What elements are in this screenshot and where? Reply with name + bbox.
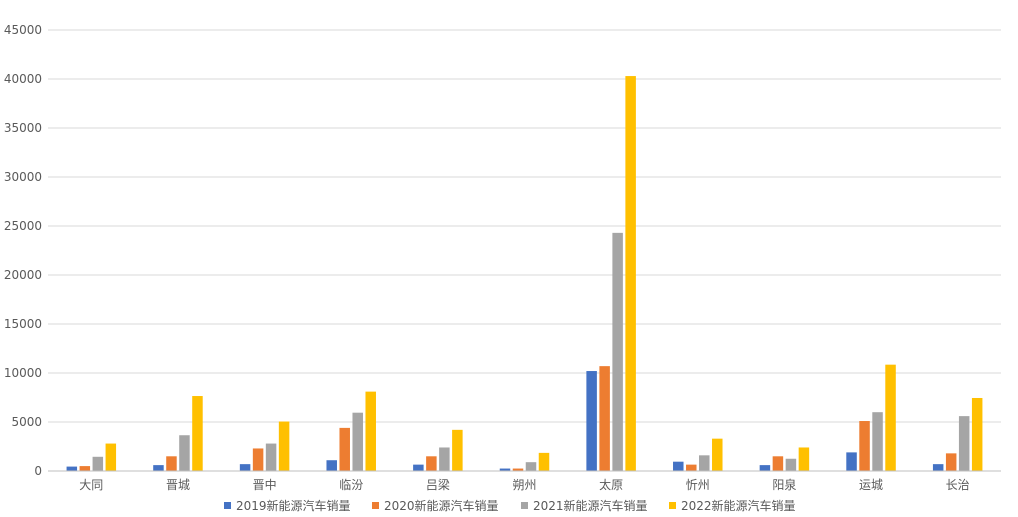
y-tick-label: 40000 <box>4 72 42 86</box>
bar-4-4 <box>365 391 376 471</box>
bar-3-2 <box>179 435 190 471</box>
bar-1-8 <box>673 461 684 471</box>
y-tick-label: 20000 <box>4 268 42 282</box>
x-tick-label: 长治 <box>946 478 970 492</box>
gridlines <box>48 29 1001 423</box>
bar-4-7 <box>625 76 636 471</box>
bar-4-1 <box>105 443 117 471</box>
bar-1-1 <box>66 466 78 471</box>
x-tick-label: 太原 <box>599 477 623 492</box>
x-tick-label: 忻州 <box>686 478 710 492</box>
bar-2-7 <box>599 366 610 471</box>
bar-2-11 <box>945 453 957 471</box>
legend: 2019新能源汽车销量 2020新能源汽车销量 2021新能源汽车销量 2022新能源… <box>224 498 796 513</box>
legend-label: 2019新能源汽车销量 <box>236 498 351 513</box>
bar-3-3 <box>265 443 277 471</box>
bar-2-5 <box>426 456 437 471</box>
x-tick-label: 晋城 <box>166 478 190 492</box>
bar-1-3 <box>239 464 251 471</box>
bar-4-3 <box>278 421 290 471</box>
bar-3-9 <box>785 458 797 471</box>
bar-3-10 <box>872 412 883 471</box>
x-tick-label: 运城 <box>859 478 883 492</box>
bar-3-1 <box>92 456 104 471</box>
bar-2-2 <box>166 456 177 471</box>
legend-swatch <box>372 502 379 509</box>
bars <box>66 76 983 471</box>
legend-label: 2021新能源汽车销量 <box>533 498 648 513</box>
bar-3-5 <box>439 447 450 471</box>
y-tick-label: 45000 <box>4 23 42 37</box>
bar-4-2 <box>192 396 203 471</box>
bar-2-4 <box>339 427 350 471</box>
y-tick-label: 30000 <box>4 170 42 184</box>
bar-3-4 <box>352 412 363 471</box>
bar-1-9 <box>759 465 771 471</box>
legend-swatch <box>521 502 528 509</box>
bar-3-8 <box>699 455 710 471</box>
legend-swatch <box>224 502 231 509</box>
x-tick-label: 大同 <box>79 478 103 492</box>
bar-1-5 <box>413 464 424 471</box>
legend-swatch <box>669 502 676 509</box>
y-axis-ticks: 0 5000 10000 15000 20000 25000 30000 35000 40000… <box>4 23 42 478</box>
y-tick-label: 15000 <box>4 317 42 331</box>
bar-1-7 <box>586 371 597 471</box>
bar-4-10 <box>885 364 896 471</box>
bar-4-8 <box>712 438 723 471</box>
x-tick-label: 临汾 <box>339 478 363 492</box>
bar-4-9 <box>798 447 810 471</box>
y-tick-label: 25000 <box>4 219 42 233</box>
x-axis-ticks: 大同 晋城 晋中 临汾 吕梁 朔州 太原 忻州 阳泉 运城 长治 <box>79 477 969 492</box>
bar-2-3 <box>252 448 264 471</box>
bar-2-8 <box>686 464 697 471</box>
legend-label: 2022新能源汽车销量 <box>681 498 796 513</box>
bar-3-7 <box>612 232 623 471</box>
bar-4-11 <box>971 397 983 471</box>
x-tick-label: 阳泉 <box>772 478 796 492</box>
bar-1-4 <box>326 460 337 471</box>
y-tick-label: 0 <box>34 464 42 478</box>
legend-label: 2020新能源汽车销量 <box>384 498 499 513</box>
x-tick-label: 晋中 <box>253 477 277 492</box>
bar-4-6 <box>538 452 550 471</box>
bar-3-6 <box>525 462 537 471</box>
bar-4-5 <box>452 429 463 471</box>
bar-2-9 <box>772 456 784 471</box>
x-tick-label: 吕梁 <box>426 477 450 492</box>
bar-2-1 <box>79 466 91 471</box>
bar-1-6 <box>499 468 511 471</box>
bar-1-11 <box>932 464 944 471</box>
bar-3-11 <box>958 416 970 471</box>
bar-1-2 <box>153 465 164 471</box>
bar-1-10 <box>846 452 857 471</box>
bar-2-10 <box>859 421 870 471</box>
y-tick-label: 35000 <box>4 121 42 135</box>
y-tick-label: 5000 <box>11 415 42 429</box>
y-tick-label: 10000 <box>4 366 42 380</box>
bar-2-6 <box>512 468 524 471</box>
x-tick-label: 朔州 <box>512 477 536 492</box>
